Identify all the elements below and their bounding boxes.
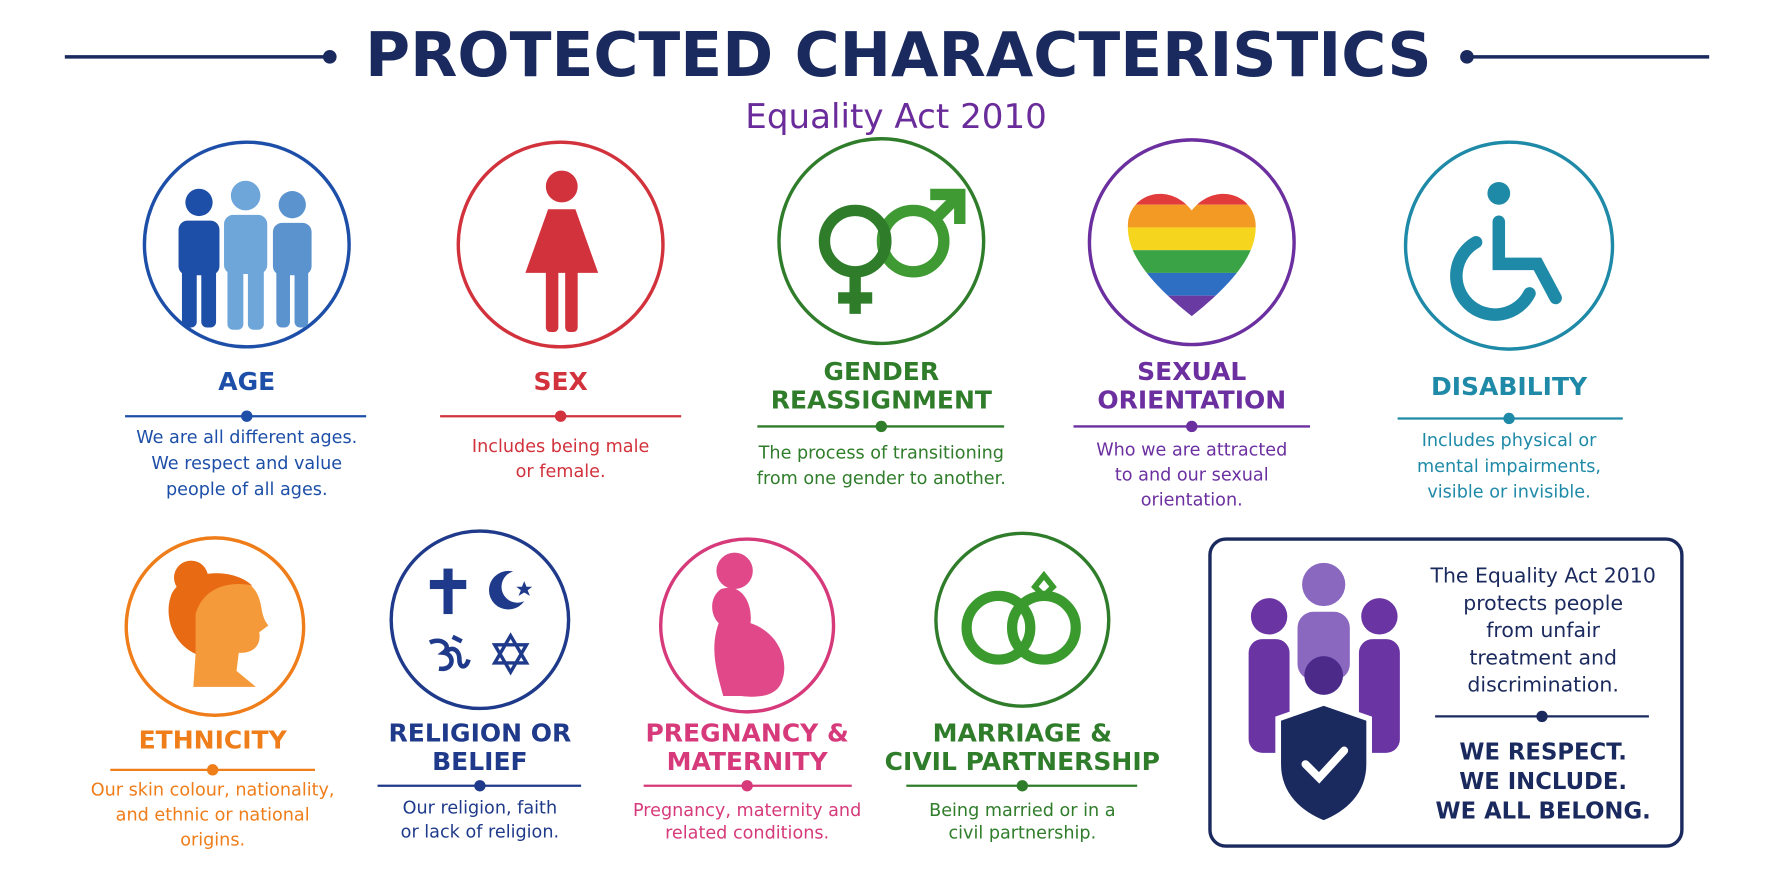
- callout-text: discrimination.: [1467, 673, 1618, 697]
- ethnicity-icon: [168, 560, 269, 687]
- item-description: Who we are attracted: [1096, 440, 1287, 460]
- callout-text: protects people: [1463, 591, 1623, 615]
- item-dot: [241, 410, 253, 422]
- subtitle: Equality Act 2010: [745, 97, 1047, 137]
- icon-ring: [456, 140, 665, 349]
- item-description: people of all ages.: [166, 480, 328, 500]
- icon-ring: [934, 531, 1111, 708]
- callout-icon: [1248, 562, 1400, 827]
- callout-slogan: WE RESPECT.: [1459, 739, 1627, 765]
- item-title: AGE: [218, 367, 275, 396]
- religion-icon: [428, 568, 534, 676]
- header-dot: [322, 50, 337, 64]
- item-dot: [1016, 780, 1029, 792]
- item-title: GENDER: [824, 357, 940, 386]
- icon-ring: [142, 140, 351, 349]
- sex-icon: [525, 170, 599, 333]
- item-dot: [206, 764, 219, 776]
- item-dot: [1503, 412, 1515, 425]
- item-dot: [554, 410, 567, 422]
- callout-text: treatment and: [1469, 645, 1617, 669]
- item-title: REASSIGNMENT: [771, 385, 992, 414]
- item-description: Includes physical or: [1422, 431, 1597, 451]
- icon-ring: [389, 529, 571, 711]
- callout-dot: [1536, 710, 1548, 723]
- item-description: orientation.: [1141, 490, 1243, 510]
- heart-icon: [1127, 193, 1256, 317]
- item-title: MATERNITY: [667, 747, 829, 776]
- item-description: Our religion, faith: [403, 799, 557, 819]
- gender-icon: [818, 188, 966, 314]
- item-title: SEX: [533, 367, 587, 396]
- item-description: Includes being male: [472, 437, 649, 457]
- item-title: DISABILITY: [1431, 372, 1588, 401]
- item-description: The process of transitioning: [758, 444, 1004, 464]
- item-dot: [1186, 420, 1198, 433]
- icon-ring: [777, 137, 986, 346]
- callout-text: from unfair: [1486, 618, 1600, 642]
- icon-ring: [124, 536, 306, 717]
- item-description: visible or invisible.: [1427, 482, 1590, 502]
- item-title: BELIEF: [432, 747, 528, 776]
- callout-box: [1208, 537, 1684, 848]
- callout-slogan: WE ALL BELONG.: [1436, 798, 1651, 824]
- item-description: to and our sexual: [1115, 465, 1269, 485]
- item-description: Pregnancy, maternity and: [633, 801, 861, 821]
- item-title: RELIGION OR: [389, 719, 572, 748]
- item-dot: [474, 780, 486, 792]
- item-title: ORIENTATION: [1097, 385, 1286, 414]
- item-description: Being married or in a: [929, 801, 1115, 821]
- title: PROTECTED CHARACTERISTICS: [365, 20, 1432, 91]
- icon-ring: [1087, 138, 1296, 347]
- item-title: MARRIAGE &: [933, 719, 1112, 748]
- item-description: We respect and value: [151, 454, 342, 474]
- item-dot: [875, 420, 887, 433]
- item-description: We are all different ages.: [136, 428, 357, 448]
- icon-ring: [1403, 140, 1615, 351]
- item-description: or lack of religion.: [401, 822, 559, 842]
- callout-text: The Equality Act 2010: [1429, 564, 1655, 588]
- callout-slogan: WE INCLUDE.: [1459, 769, 1627, 795]
- item-description: civil partnership.: [948, 824, 1096, 844]
- item-description: or female.: [516, 462, 606, 482]
- age-icon: [178, 180, 312, 330]
- item-description: origins.: [180, 830, 245, 850]
- header-dot: [1460, 50, 1474, 64]
- item-title: SEXUAL: [1137, 357, 1246, 386]
- item-description: related conditions.: [665, 824, 829, 844]
- item-title: PREGNANCY &: [645, 719, 848, 748]
- item-dot: [741, 780, 753, 792]
- item-description: and ethnic or national: [116, 805, 310, 825]
- item-description: from one gender to another.: [757, 469, 1006, 489]
- item-title: ETHNICITY: [139, 725, 288, 754]
- item-description: Our skin colour, nationality,: [91, 780, 335, 800]
- pregnancy-icon: [712, 552, 785, 697]
- item-title: CIVIL PARTNERSHIP: [885, 747, 1160, 776]
- icon-ring: [658, 537, 836, 714]
- rings-icon: [961, 570, 1081, 665]
- item-description: mental impairments,: [1417, 457, 1601, 477]
- wheelchair-icon: [1450, 181, 1562, 321]
